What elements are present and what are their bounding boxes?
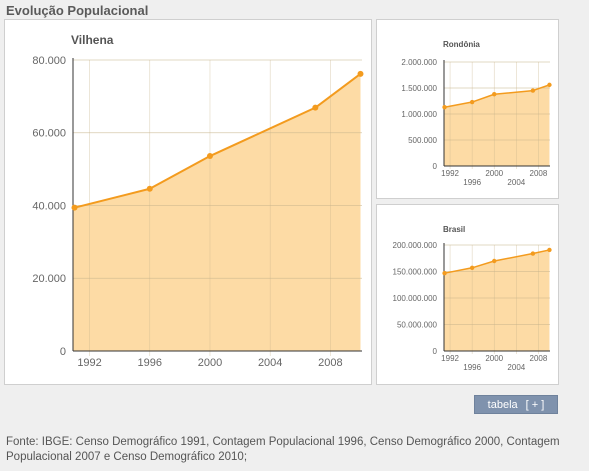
series-area-brasil [444, 249, 550, 351]
source-note: Fonte: IBGE: Censo Demográfico 1991, Con… [6, 436, 560, 463]
chart-title-brasil: Brasil [443, 225, 465, 234]
y-tick-label: 100.000.000 [393, 294, 438, 303]
table-toggle-button[interactable]: tabela [ + ] [474, 395, 558, 414]
y-tick-label: 0 [433, 162, 438, 171]
x-tick-label: 2000 [485, 169, 503, 178]
data-point [547, 247, 552, 253]
series-area-vilhena [73, 73, 361, 351]
data-point [442, 270, 447, 276]
data-point [357, 70, 364, 77]
y-tick-label: 150.000.000 [393, 267, 438, 276]
chart-panel-rondonia: Rondônia 0 500.000 1.000.000 1.500.000 2.000.… [376, 19, 559, 199]
y-tick-label: 0 [433, 347, 438, 356]
x-tick-label: 1992 [441, 354, 459, 363]
x-tick-label: 1992 [441, 169, 459, 178]
x-tick-label: 2008 [530, 354, 548, 363]
y-tick-label: 1.000.000 [401, 110, 437, 119]
y-tick-label: 60.000 [32, 128, 66, 140]
data-point [146, 185, 153, 192]
chart-title-vilhena: Vilhena [71, 33, 114, 47]
x-tick-label: 2004 [507, 178, 525, 187]
series-area-rondonia [444, 84, 550, 166]
data-point [492, 92, 497, 97]
x-tick-label: 2008 [530, 169, 548, 178]
data-point [442, 105, 447, 110]
chart-panel-brasil: Brasil 0 50.000.000 100.000.000 150.000.000 2… [376, 204, 559, 385]
data-point [547, 82, 552, 88]
data-point [530, 251, 536, 256]
y-tick-label: 500.000 [408, 136, 437, 145]
data-point [492, 258, 497, 264]
data-point [469, 99, 475, 105]
y-tick-label: 0 [60, 346, 66, 358]
x-tick-label: 1996 [463, 178, 481, 187]
x-tick-label: 1992 [77, 357, 101, 369]
data-point [469, 265, 475, 270]
data-point [312, 104, 319, 111]
chart-brasil: Brasil 0 50.000.000 100.000.000 150.000.000 2… [393, 225, 552, 372]
x-tick-label: 1996 [463, 363, 481, 372]
y-tick-label: 40.000 [32, 200, 66, 212]
chart-rondonia: Rondônia 0 500.000 1.000.000 1.500.000 2.000.… [401, 40, 552, 187]
data-point [206, 153, 213, 160]
x-tick-label: 2000 [485, 354, 503, 363]
chart-panel-vilhena: Vilhena 0 20.000 40.000 60.000 80.000 1992 1996… [4, 19, 372, 385]
x-tick-label: 2004 [258, 357, 282, 369]
y-tick-label: 50.000.000 [397, 320, 438, 329]
chart-title-rondonia: Rondônia [443, 40, 480, 49]
y-tick-label: 80.000 [32, 55, 66, 67]
data-point [71, 204, 78, 211]
y-tick-label: 200.000.000 [393, 241, 438, 250]
chart-vilhena: Vilhena 0 20.000 40.000 60.000 80.000 1992 1996… [32, 33, 364, 369]
y-tick-label: 20.000 [32, 273, 66, 285]
x-tick-label: 2004 [507, 363, 525, 372]
section-title: Evolução Populacional [6, 3, 149, 18]
data-point [530, 88, 536, 93]
x-tick-label: 2008 [318, 357, 342, 369]
y-tick-label: 2.000.000 [401, 58, 437, 67]
expand-toggle-icon: [ + ] [525, 398, 545, 411]
x-tick-label: 1996 [138, 357, 162, 369]
table-button-label: tabela [487, 398, 518, 411]
y-tick-label: 1.500.000 [401, 84, 437, 93]
x-tick-label: 2000 [198, 357, 222, 369]
